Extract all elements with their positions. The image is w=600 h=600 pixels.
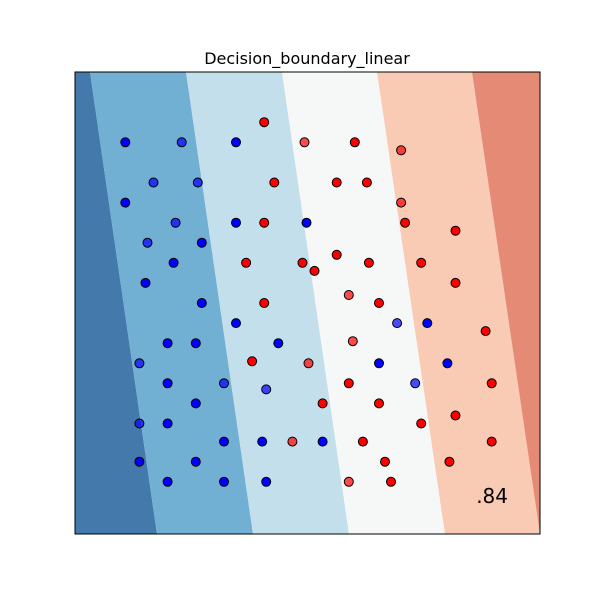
red-point-6 <box>331 177 342 188</box>
blue-point-36 <box>162 476 173 487</box>
blue-point-18 <box>162 338 173 349</box>
red-point-8 <box>396 197 407 208</box>
red-point-31 <box>450 410 461 421</box>
red-point-26 <box>343 378 354 389</box>
blue-point-2 <box>176 137 187 148</box>
plot-frame <box>74 71 541 535</box>
blue-point-28 <box>190 398 201 409</box>
chart-title: Decision_boundary_linear <box>204 49 410 69</box>
blue-point-14 <box>196 298 207 308</box>
red-point-11 <box>450 225 461 236</box>
decision-band-1 <box>75 72 157 534</box>
blue-point-22 <box>374 358 384 369</box>
decision-band-2 <box>90 72 253 534</box>
blue-point-35 <box>190 456 201 467</box>
red-point-16 <box>416 257 427 268</box>
blue-point-10 <box>142 237 153 248</box>
red-point-3 <box>349 137 360 148</box>
blue-point-20 <box>273 338 284 349</box>
accuracy-score-label: .84 <box>476 484 508 508</box>
blue-point-5 <box>192 177 203 188</box>
blue-point-30 <box>162 418 173 429</box>
blue-point-31 <box>219 436 229 447</box>
red-point-9 <box>259 217 270 228</box>
blue-point-34 <box>134 456 145 467</box>
blue-point-7 <box>170 217 181 228</box>
red-point-38 <box>386 476 396 487</box>
red-point-10 <box>400 217 411 228</box>
red-point-21 <box>374 298 384 308</box>
red-point-27 <box>486 378 497 389</box>
red-point-19 <box>343 290 354 300</box>
blue-point-27 <box>410 378 421 389</box>
red-point-23 <box>347 336 358 347</box>
red-point-20 <box>259 298 270 308</box>
decision-band-6 <box>472 72 540 534</box>
blue-point-11 <box>196 237 207 248</box>
red-point-7 <box>361 177 372 188</box>
blue-point-15 <box>231 318 241 329</box>
blue-point-21 <box>134 358 145 369</box>
decision-band-7 <box>568 72 600 534</box>
red-point-1 <box>259 117 270 128</box>
blue-point-38 <box>261 476 272 487</box>
red-point-13 <box>241 257 252 268</box>
red-point-36 <box>444 456 455 467</box>
red-point-2 <box>299 137 310 148</box>
blue-point-16 <box>392 318 403 329</box>
blue-point-32 <box>257 436 268 447</box>
red-point-37 <box>343 476 354 487</box>
blue-point-1 <box>120 137 131 148</box>
blue-point-26 <box>261 384 272 395</box>
blue-point-25 <box>219 378 229 389</box>
red-point-25 <box>303 358 314 369</box>
red-point-14 <box>297 257 308 268</box>
red-point-18 <box>450 277 461 288</box>
blue-point-37 <box>219 476 229 487</box>
red-point-17 <box>309 265 320 276</box>
blue-point-6 <box>120 197 131 208</box>
red-point-22 <box>480 326 491 337</box>
red-point-29 <box>374 398 384 409</box>
blue-point-23 <box>442 358 453 369</box>
red-point-5 <box>269 177 280 188</box>
red-point-32 <box>287 436 298 447</box>
blue-point-12 <box>168 257 179 268</box>
blue-point-3 <box>231 137 241 148</box>
blue-point-24 <box>162 378 173 389</box>
red-point-28 <box>317 398 328 409</box>
red-point-34 <box>486 436 497 447</box>
red-point-33 <box>357 436 368 447</box>
blue-point-19 <box>190 338 201 349</box>
red-point-4 <box>396 145 407 156</box>
blue-point-13 <box>140 277 151 288</box>
decision-band-4 <box>282 72 445 534</box>
red-point-35 <box>380 456 390 467</box>
blue-point-9 <box>301 217 312 228</box>
blue-point-33 <box>317 436 328 447</box>
blue-point-17 <box>422 318 433 329</box>
red-point-15 <box>363 257 374 268</box>
red-point-24 <box>247 356 258 367</box>
decision-band-5 <box>377 72 540 534</box>
red-point-12 <box>331 249 342 260</box>
blue-point-4 <box>148 177 159 188</box>
blue-point-29 <box>134 418 145 429</box>
red-point-30 <box>416 418 427 429</box>
scatter-points <box>120 117 497 487</box>
blue-point-8 <box>231 217 241 228</box>
